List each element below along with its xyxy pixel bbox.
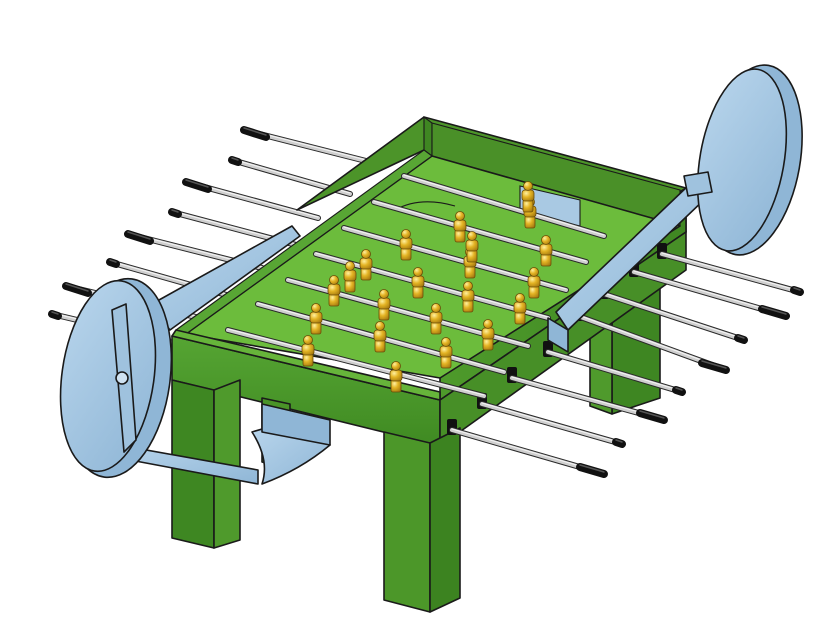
player-figure-16[interactable] (373, 321, 387, 353)
player-figure-21[interactable] (465, 231, 479, 263)
left-rod-grip-3[interactable] (182, 178, 212, 193)
right-rods-group[interactable] (449, 251, 804, 478)
player-figure-10[interactable] (327, 275, 341, 307)
player-figure-7[interactable] (527, 267, 541, 299)
right-rod-grip-4[interactable] (698, 359, 730, 374)
right-rod-cap-5[interactable] (672, 386, 686, 396)
right-rod-grip-2[interactable] (758, 305, 790, 320)
player-figure-3[interactable] (539, 235, 553, 267)
left-rod-cap-8[interactable] (48, 310, 62, 320)
player-figure-11[interactable] (513, 293, 527, 325)
player-figure-2[interactable] (453, 211, 467, 243)
player-figure-9[interactable] (461, 281, 475, 313)
left-rod-cap-6[interactable] (106, 258, 120, 268)
player-figure-20[interactable] (521, 181, 535, 213)
left-rod-grip-1[interactable] (240, 126, 270, 141)
player-figure-6[interactable] (359, 249, 373, 281)
right-rod-cap-1[interactable] (790, 286, 804, 296)
left-frame[interactable] (49, 225, 331, 485)
right-rod-grip-6[interactable] (636, 409, 668, 424)
interior-rod-7[interactable] (225, 327, 487, 399)
right-rod-3[interactable] (601, 291, 747, 343)
player-figure-13[interactable] (429, 303, 443, 335)
right-rod-5[interactable] (545, 349, 685, 395)
player-figure-17[interactable] (439, 337, 453, 369)
right-frame[interactable] (547, 57, 816, 353)
players-group[interactable] (301, 181, 553, 393)
right-rod-grip-8[interactable] (576, 463, 608, 478)
player-figure-18[interactable] (301, 335, 315, 367)
player-figure-12[interactable] (377, 289, 391, 321)
player-figure-19[interactable] (389, 361, 403, 393)
player-figure-4[interactable] (399, 229, 413, 261)
player-figure-15[interactable] (481, 319, 495, 351)
left-rod-grip-7[interactable] (62, 282, 92, 297)
right-rod-7[interactable] (479, 401, 625, 447)
right-rod-cap-3[interactable] (734, 334, 748, 344)
interior-rod-1[interactable] (401, 173, 607, 239)
player-figure-14[interactable] (309, 303, 323, 335)
left-rod-grip-5[interactable] (124, 230, 154, 245)
right-rod-1[interactable] (659, 251, 803, 295)
right-rod-cap-7[interactable] (612, 438, 626, 448)
left-rod-cap-4[interactable] (168, 208, 182, 218)
player-figure-8[interactable] (411, 267, 425, 299)
left-rod-cap-2[interactable] (228, 156, 242, 166)
player-figure-22[interactable] (343, 261, 357, 293)
